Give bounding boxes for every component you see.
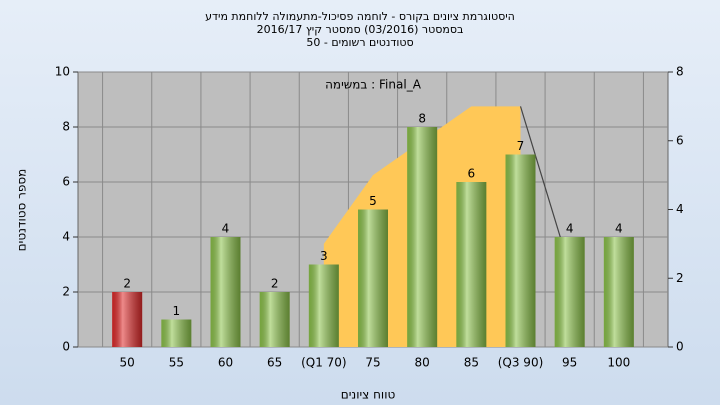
bar-shade	[407, 127, 438, 347]
value-label: 4	[222, 222, 230, 236]
x-tick-label: 85	[464, 356, 479, 370]
y-tick-label: 6	[62, 175, 70, 189]
y2-tick-label: 6	[676, 133, 684, 147]
x-tick-label: 65	[267, 356, 282, 370]
value-label: 2	[123, 277, 131, 291]
value-label: 4	[615, 222, 623, 236]
bar-shade	[554, 237, 585, 347]
bar-shade	[161, 319, 192, 347]
value-label: 2	[271, 277, 279, 291]
y2-tick-label: 4	[676, 202, 684, 216]
y-tick-label: 10	[55, 65, 70, 79]
title: בסמסטר (03/2016) סמסטר קיץ 2016/17	[257, 23, 464, 36]
y2-tick-label: 0	[676, 340, 684, 354]
annotation: במשימה : Final_A	[325, 78, 422, 92]
value-label: 5	[369, 194, 377, 208]
y-tick-label: 0	[62, 340, 70, 354]
y-tick-label: 2	[62, 285, 70, 299]
y-tick-label: 8	[62, 120, 70, 134]
y-tick-label: 4	[62, 230, 70, 244]
title: סטודנטים רשומים - 50	[306, 36, 413, 49]
x-tick-label: 80	[415, 356, 430, 370]
bar-shade	[308, 264, 339, 347]
value-label: 1	[173, 304, 181, 318]
value-label: 8	[418, 112, 426, 126]
bar-shade	[358, 209, 388, 347]
title: היסטוגרמת ציונים בקורס - לוחמה פסיכול-מת…	[205, 10, 515, 23]
y2-tick-label: 2	[676, 271, 684, 285]
bar-shade	[259, 292, 290, 347]
bar-shade	[112, 292, 143, 347]
x-tick-label: (Q3 90)	[498, 356, 544, 370]
x-tick-label: 95	[562, 356, 577, 370]
bar-shade	[456, 182, 487, 347]
value-label: 7	[517, 139, 525, 153]
bar-shade	[210, 237, 241, 347]
value-label: 4	[566, 222, 574, 236]
value-label: 3	[320, 249, 328, 263]
y-axis-label: מספר סטודנטים	[15, 169, 29, 252]
x-tick-label: 75	[365, 356, 380, 370]
x-tick-label: (Q1 70)	[301, 356, 347, 370]
y2-tick-label: 8	[676, 65, 684, 79]
x-tick-label: 55	[169, 356, 184, 370]
x-tick-label: 100	[607, 356, 630, 370]
bar-shade	[505, 154, 536, 347]
bar-shade	[603, 237, 634, 347]
x-tick-label: 60	[218, 356, 233, 370]
x-axis-label: טווח ציונים	[341, 388, 396, 402]
value-label: 6	[468, 167, 476, 181]
x-tick-label: 50	[120, 356, 135, 370]
